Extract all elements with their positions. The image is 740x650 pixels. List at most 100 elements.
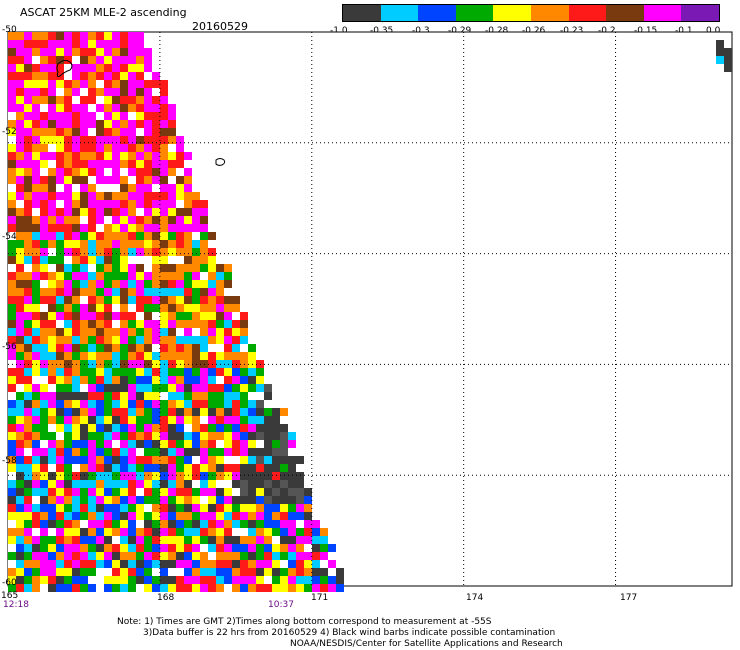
swath-cell [256,512,264,520]
colorbar-tick-label: -0.2 [598,26,616,36]
swath-cell [232,392,240,400]
swath-cell [184,504,192,512]
swath-cell [168,416,176,424]
swath-cell [48,96,56,104]
swath-cell [32,128,40,136]
swath-cell [16,416,24,424]
swath-cell [16,88,24,96]
swath-cell [120,392,128,400]
swath-cell [72,56,80,64]
swath-cell [40,576,48,584]
swath-cell [8,176,16,184]
swath-cell [232,368,240,376]
swath-cell [8,480,16,488]
swath-cell [136,152,144,160]
swath-cell [72,152,80,160]
swath-cell [264,512,272,520]
swath-cell [48,560,56,568]
swath-cell [296,472,304,480]
swath-cell [288,528,296,536]
swath-cell [192,440,200,448]
swath-cell [144,200,152,208]
swath-cell [248,352,256,360]
swath-cell [48,272,56,280]
swath-cell [64,384,72,392]
swath-cell [16,408,24,416]
swath-cell [256,440,264,448]
swath-cell [288,544,296,552]
swath-cell [120,488,128,496]
swath-cell [48,376,56,384]
swath-cell [96,424,104,432]
swath-cell [136,440,144,448]
swath-cell [104,424,112,432]
swath-cell [192,312,200,320]
swath-cell [8,584,16,592]
swath-cell [8,144,16,152]
swath-cell [56,352,64,360]
swath-cell [168,584,176,592]
swath-cell [64,576,72,584]
swath-cell [152,160,160,168]
swath-cell [112,160,120,168]
swath-cell [80,456,88,464]
swath-cell [152,576,160,584]
swath-cell [248,440,256,448]
swath-cell [248,448,256,456]
swath-cell [96,584,104,592]
swath-cell [104,120,112,128]
swath-cell [128,200,136,208]
swath-cell [216,512,224,520]
swath-cell [16,368,24,376]
swath-cell [216,568,224,576]
swath-cell [152,216,160,224]
swath-cell [112,88,120,96]
swath-cell [72,64,80,72]
swath-cell [128,120,136,128]
swath-cell [104,56,112,64]
map-date: 20160529 [192,20,248,33]
swath-cell [40,552,48,560]
swath-cell [8,104,16,112]
swath-cell [152,320,160,328]
swath-cell [96,560,104,568]
swath-cell [72,400,80,408]
swath-cell [280,408,288,416]
swath-cell [184,296,192,304]
swath-cell [32,312,40,320]
swath-cell [32,208,40,216]
swath-cell [16,40,24,48]
swath-cell [264,456,272,464]
swath-cell [112,336,120,344]
swath-cell [24,248,32,256]
swath-cell [88,296,96,304]
swath-cell [144,376,152,384]
swath-cell [232,376,240,384]
swath-cell [128,400,136,408]
swath-cell [72,160,80,168]
swath-cell [248,488,256,496]
swath-cell [160,256,168,264]
swath-cell [144,160,152,168]
swath-cell [24,272,32,280]
swath-cell [128,312,136,320]
swath-cell [280,432,288,440]
swath-cell [40,328,48,336]
swath-cell [40,464,48,472]
swath-cell [168,144,176,152]
swath-cell [72,504,80,512]
swath-cell [96,144,104,152]
swath-cell [160,208,168,216]
swath-cell [192,408,200,416]
swath-cell [192,504,200,512]
swath-cell [144,72,152,80]
swath-cell [48,200,56,208]
swath-cell [280,528,288,536]
swath-cell [72,472,80,480]
swath-cell [40,368,48,376]
swath-cell [200,456,208,464]
swath-cell [40,544,48,552]
swath-cell [136,536,144,544]
swath-cell [120,568,128,576]
swath-cell [104,40,112,48]
